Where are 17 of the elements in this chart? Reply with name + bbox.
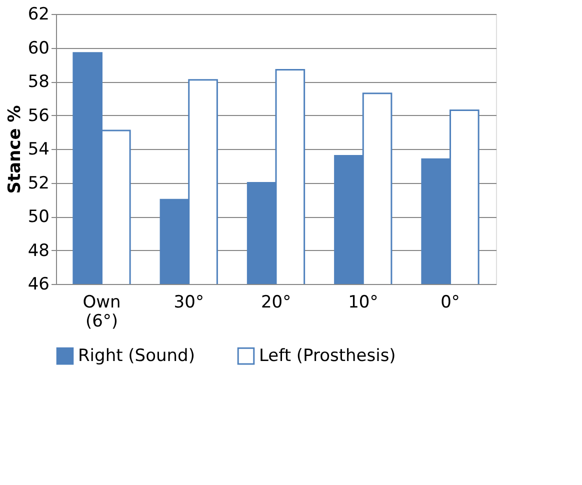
legend-label: Left (Prosthesis) — [259, 346, 396, 366]
y-tick-label: 52 — [28, 173, 50, 194]
x-tick-label: 30° — [174, 292, 204, 312]
y-tick-label: 56 — [28, 106, 50, 126]
y-tick-label: 62 — [28, 4, 50, 24]
y-tick-label: 60 — [28, 38, 50, 58]
x-tick-label: Own (6°) — [82, 292, 121, 332]
x-tick-label: 0° — [440, 292, 460, 312]
y-tick-label: 46 — [28, 274, 50, 294]
y-tick-label: 58 — [28, 72, 50, 92]
x-tick-label: 10° — [348, 292, 378, 312]
y-tick-label: 54 — [28, 140, 50, 160]
y-axis-title: Stance % — [4, 105, 25, 194]
y-tick-label: 48 — [28, 240, 50, 261]
legend-label: Right (Sound) — [78, 346, 195, 366]
x-tick-label: 20° — [260, 292, 292, 312]
y-tick-label: 50 — [28, 207, 50, 227]
